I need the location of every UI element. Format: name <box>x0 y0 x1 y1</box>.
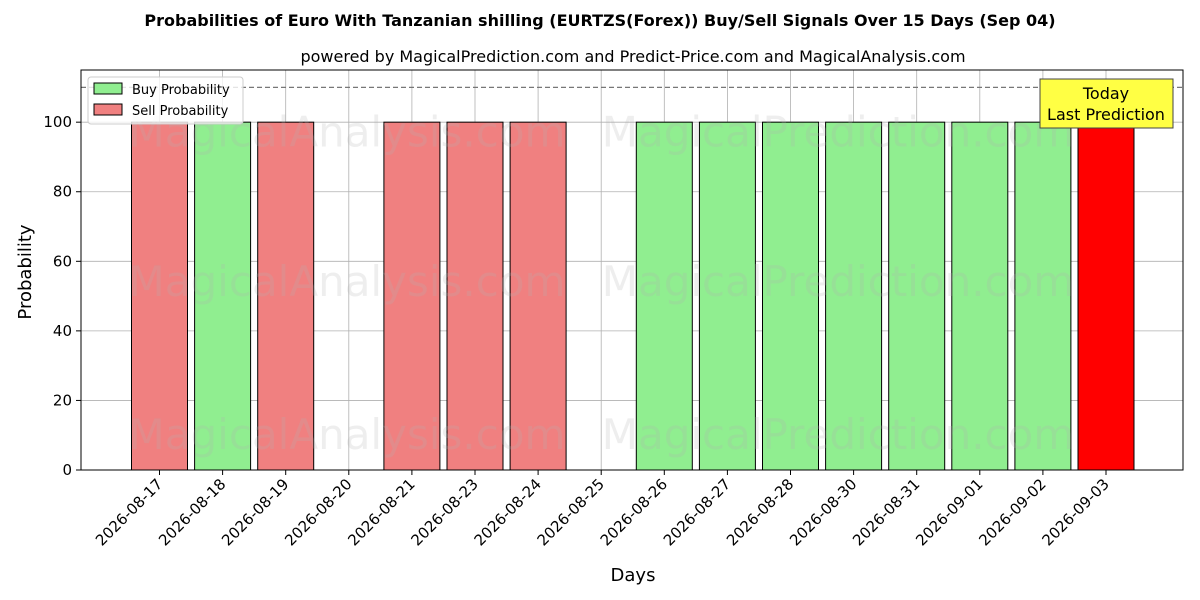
x-tick-label: 2026-08-23 <box>407 475 481 549</box>
x-tick-label: 2026-08-31 <box>849 475 923 549</box>
chart-subtitle: powered by MagicalPrediction.com and Pre… <box>300 47 965 66</box>
y-axis-label: Probability <box>15 224 36 319</box>
watermark-text: MagicalPrediction.com <box>602 257 1075 306</box>
watermark-text: MagicalPrediction.com <box>602 410 1075 459</box>
buy-bar <box>1014 121 1072 471</box>
plot-frame <box>80 69 1184 471</box>
x-tick-label: 2026-09-02 <box>975 475 1049 549</box>
annotation-line2: Last Prediction <box>1047 105 1165 124</box>
y-tick-label: 20 <box>53 391 72 409</box>
x-tick-label: 2026-08-24 <box>471 475 545 549</box>
buy-bar <box>635 121 693 471</box>
x-tick-label: 2026-08-20 <box>281 475 355 549</box>
today-annotation: Today Last Prediction <box>1039 78 1174 129</box>
legend-sell-swatch <box>93 103 123 116</box>
y-tick-label: 80 <box>53 183 72 201</box>
legend-box <box>87 76 244 125</box>
x-tick-label: 2026-08-30 <box>786 475 860 549</box>
x-tick-label: 2026-08-25 <box>534 475 608 549</box>
sell-bar <box>446 121 504 471</box>
watermark-text: MagicalPrediction.com <box>602 108 1075 157</box>
legend-sell-label: Sell Probability <box>132 104 229 119</box>
legend: Buy Probability Sell Probability <box>87 76 244 125</box>
x-tick-label: 2026-08-21 <box>344 475 418 549</box>
sell-bar <box>383 121 441 471</box>
bars <box>131 121 1135 471</box>
annotation-line1: Today <box>1082 84 1129 103</box>
chart-title: Probabilities of Euro With Tanzanian shi… <box>144 11 1055 30</box>
buy-bar <box>762 121 819 471</box>
sell-bar <box>1077 121 1135 471</box>
sell-bar <box>257 121 315 471</box>
legend-buy-label: Buy Probability <box>132 83 230 98</box>
x-tick-label: 2026-08-19 <box>218 475 292 549</box>
y-tick-label: 40 <box>53 322 72 340</box>
watermark-text: MagicalAnalysis.com <box>129 410 566 459</box>
annotation-box <box>1039 78 1174 129</box>
x-tick-label: 2026-08-17 <box>92 475 166 549</box>
legend-buy-swatch <box>93 82 123 95</box>
watermark-text: MagicalAnalysis.com <box>129 257 566 306</box>
x-tick-label: 2026-08-28 <box>723 475 797 549</box>
sell-bar <box>509 121 567 471</box>
x-tick-label: 2026-09-01 <box>912 475 986 549</box>
y-tick-label: 100 <box>43 113 72 131</box>
x-tick-label: 2026-08-27 <box>660 475 734 549</box>
x-axis-label: Days <box>611 565 656 586</box>
buy-bar <box>888 121 946 471</box>
x-tick-label: 2026-08-18 <box>155 475 229 549</box>
buy-bar <box>825 121 883 471</box>
y-tick-label: 60 <box>53 252 72 270</box>
buy-bar <box>698 121 756 471</box>
watermarks: MagicalAnalysis.com MagicalPrediction.com… <box>129 108 1075 460</box>
x-tick-label: 2026-08-26 <box>597 475 671 549</box>
x-tick-label: 2026-09-03 <box>1038 475 1112 549</box>
y-tick-label: 0 <box>62 461 72 479</box>
buy-bar <box>951 121 1009 471</box>
